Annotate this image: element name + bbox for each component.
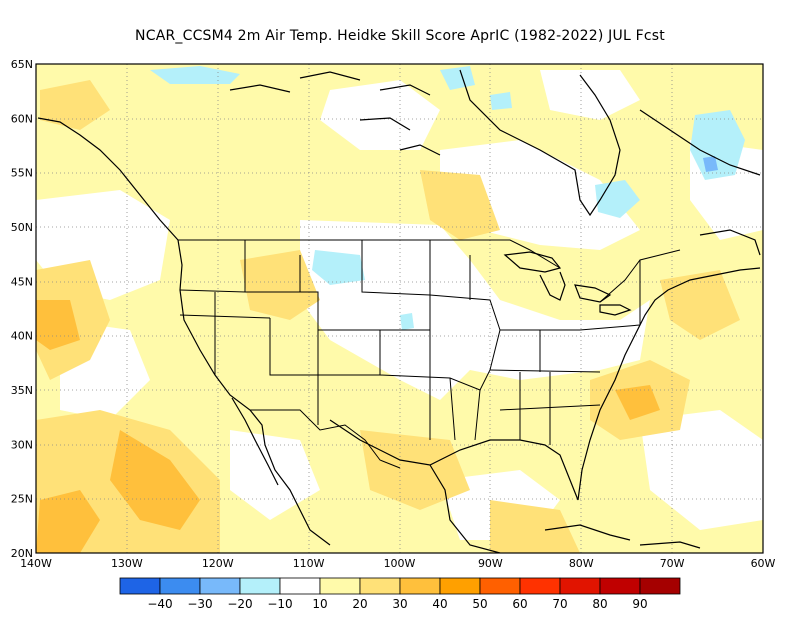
lat-tick-label: 20N <box>11 547 33 560</box>
lon-tick-label: 70W <box>660 557 685 570</box>
legend-label: −20 <box>227 597 252 611</box>
lon-tick-label: 100W <box>384 557 416 570</box>
legend-label: −40 <box>147 597 172 611</box>
legend-swatch <box>399 577 441 595</box>
legend-label: −10 <box>267 597 292 611</box>
legend-swatch <box>599 577 641 595</box>
legend-label: 80 <box>592 597 607 611</box>
legend-swatch <box>199 577 241 595</box>
legend-swatch <box>319 577 361 595</box>
map-frame <box>35 63 764 554</box>
legend-swatch <box>279 577 321 595</box>
lon-tick-label: 110W <box>293 557 325 570</box>
legend-swatch <box>119 577 161 595</box>
lon-tick-label: 60W <box>751 557 776 570</box>
latitude-tick-labels: 20N 25N 30N 35N 40N 45N 50N 55N 60N 65N <box>11 58 33 560</box>
legend-swatch <box>639 577 681 595</box>
legend-swatch <box>519 577 561 595</box>
lat-tick-label: 45N <box>11 275 33 288</box>
legend-label: 10 <box>312 597 327 611</box>
lat-tick-label: 25N <box>11 493 33 506</box>
lon-tick-label: 120W <box>202 557 234 570</box>
legend-label: 30 <box>392 597 407 611</box>
legend-label: 60 <box>512 597 527 611</box>
lat-tick-label: 65N <box>11 58 33 71</box>
legend-swatch <box>479 577 521 595</box>
lat-tick-label: 60N <box>11 112 33 125</box>
lat-tick-label: 35N <box>11 384 33 397</box>
legend-label: 50 <box>472 597 487 611</box>
lon-tick-label: 130W <box>111 557 143 570</box>
lon-tick-label: 80W <box>569 557 594 570</box>
longitude-tick-labels: 140W 130W 120W 110W 100W 90W 80W 70W 60W <box>20 557 775 570</box>
color-legend: −40 −30 −20 −10 10 20 30 40 50 60 70 80 90 <box>119 577 681 611</box>
lon-tick-label: 140W <box>20 557 52 570</box>
legend-label: 90 <box>632 597 647 611</box>
lon-tick-label: 90W <box>478 557 503 570</box>
lat-tick-label: 40N <box>11 330 33 343</box>
grid-lines <box>36 64 763 553</box>
legend-label: 40 <box>432 597 447 611</box>
skill-score-field <box>36 64 763 553</box>
legend-swatch <box>239 577 281 595</box>
legend-swatch <box>439 577 481 595</box>
chart-title: NCAR_CCSM4 2m Air Temp. Heidke Skill Sco… <box>135 28 665 44</box>
legend-label: 70 <box>552 597 567 611</box>
legend-swatch <box>559 577 601 595</box>
borders <box>178 239 681 469</box>
legend-label: 20 <box>352 597 367 611</box>
legend-label: −30 <box>187 597 212 611</box>
lat-tick-label: 30N <box>11 438 33 451</box>
lat-tick-label: 55N <box>11 167 33 180</box>
lat-tick-label: 50N <box>11 221 33 234</box>
legend-swatch <box>159 577 201 595</box>
legend-swatch <box>359 577 401 595</box>
